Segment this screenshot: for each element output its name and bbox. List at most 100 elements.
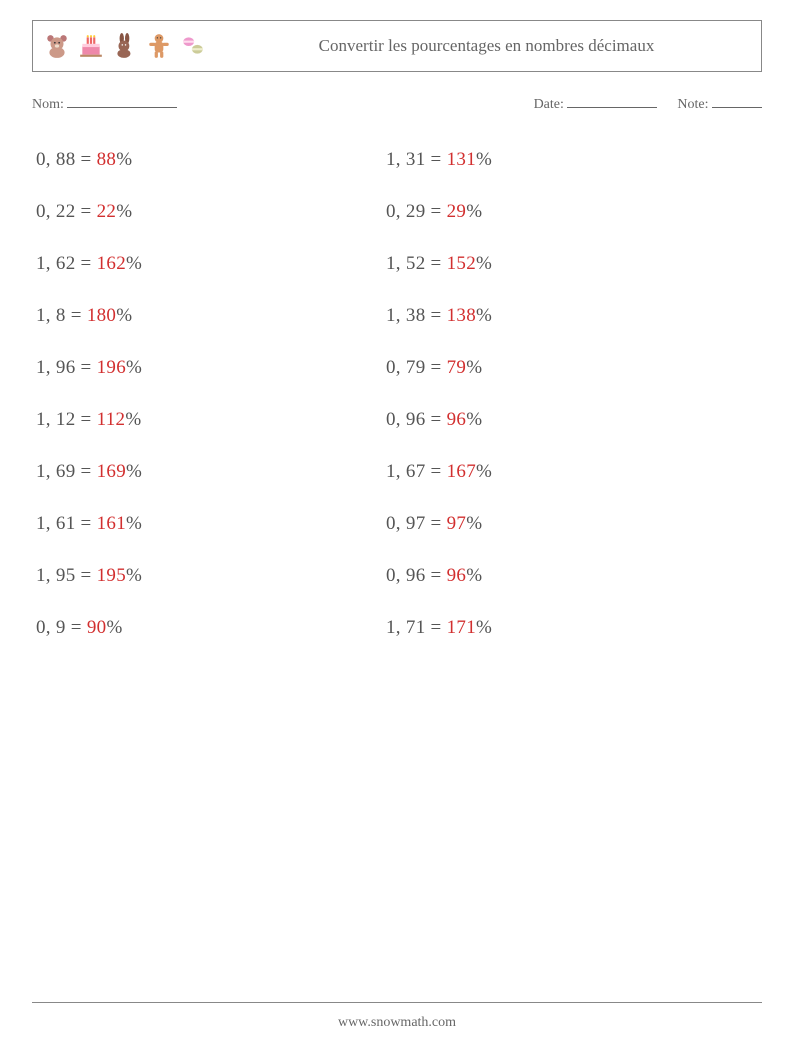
problem-answer: 22: [97, 201, 117, 222]
header-icons: [43, 32, 207, 60]
problem-item: 1, 31 = 131%: [386, 149, 706, 171]
percent-sign: %: [476, 149, 492, 170]
problem-decimal: 1, 69 =: [36, 461, 97, 482]
problem-answer: 171: [447, 617, 476, 638]
percent-sign: %: [476, 461, 492, 482]
gingerbread-icon: [145, 32, 173, 60]
problem-answer: 138: [447, 305, 476, 326]
percent-sign: %: [126, 357, 142, 378]
problem-answer: 97: [447, 513, 467, 534]
birthday-cake-icon: [77, 32, 105, 60]
teddy-bear-icon: [43, 32, 71, 60]
problem-decimal: 0, 96 =: [386, 409, 447, 430]
problem-answer: 169: [97, 461, 126, 482]
percent-sign: %: [126, 513, 142, 534]
problem-decimal: 1, 52 =: [386, 253, 447, 274]
name-blank: [67, 94, 177, 108]
percent-sign: %: [116, 201, 132, 222]
problems-grid: 0, 88 = 88%1, 31 = 131%0, 22 = 22%0, 29 …: [32, 149, 762, 639]
title-wrap: Convertir les pourcentages en nombres dé…: [207, 36, 751, 56]
name-label: Nom:: [32, 97, 64, 112]
problem-item: 0, 88 = 88%: [36, 149, 356, 171]
percent-sign: %: [476, 305, 492, 326]
name-field: Nom:: [32, 94, 534, 113]
problem-answer: 88: [97, 149, 117, 170]
problem-decimal: 0, 88 =: [36, 149, 97, 170]
percent-sign: %: [116, 305, 132, 326]
problem-answer: 152: [447, 253, 476, 274]
worksheet-title: Convertir les pourcentages en nombres dé…: [237, 36, 736, 56]
problem-item: 1, 67 = 167%: [386, 461, 706, 483]
problem-decimal: 0, 9 =: [36, 617, 87, 638]
percent-sign: %: [466, 357, 482, 378]
problem-item: 1, 96 = 196%: [36, 357, 356, 379]
problem-answer: 112: [97, 409, 126, 430]
problem-decimal: 1, 61 =: [36, 513, 97, 534]
meta-row: Nom: Date: Note:: [32, 94, 762, 113]
problem-decimal: 0, 22 =: [36, 201, 97, 222]
problem-item: 1, 38 = 138%: [386, 305, 706, 327]
problem-answer: 96: [447, 409, 467, 430]
date-blank: [567, 94, 657, 108]
problem-answer: 161: [97, 513, 126, 534]
problem-decimal: 0, 97 =: [386, 513, 447, 534]
problem-item: 0, 29 = 29%: [386, 201, 706, 223]
problem-item: 0, 79 = 79%: [386, 357, 706, 379]
problem-answer: 90: [87, 617, 107, 638]
problem-answer: 131: [447, 149, 476, 170]
percent-sign: %: [126, 253, 142, 274]
problem-answer: 167: [447, 461, 476, 482]
problem-item: 1, 12 = 112%: [36, 409, 356, 431]
note-blank: [712, 94, 762, 108]
problem-decimal: 0, 79 =: [386, 357, 447, 378]
problem-decimal: 1, 96 =: [36, 357, 97, 378]
percent-sign: %: [476, 617, 492, 638]
percent-sign: %: [126, 461, 142, 482]
macarons-icon: [179, 32, 207, 60]
note-label: Note:: [677, 97, 708, 112]
percent-sign: %: [126, 565, 142, 586]
problem-item: 0, 22 = 22%: [36, 201, 356, 223]
percent-sign: %: [476, 253, 492, 274]
problem-decimal: 1, 95 =: [36, 565, 97, 586]
problem-decimal: 1, 62 =: [36, 253, 97, 274]
problem-item: 1, 62 = 162%: [36, 253, 356, 275]
footer-url: www.snowmath.com: [0, 1015, 794, 1031]
problem-item: 0, 9 = 90%: [36, 617, 356, 639]
note-field: Note:: [677, 94, 762, 113]
percent-sign: %: [106, 617, 122, 638]
problem-item: 1, 61 = 161%: [36, 513, 356, 535]
problem-item: 1, 69 = 169%: [36, 461, 356, 483]
percent-sign: %: [466, 565, 482, 586]
problem-decimal: 1, 67 =: [386, 461, 447, 482]
problem-item: 0, 97 = 97%: [386, 513, 706, 535]
problem-item: 0, 96 = 96%: [386, 409, 706, 431]
problem-decimal: 0, 29 =: [386, 201, 447, 222]
problem-answer: 29: [447, 201, 467, 222]
header-box: Convertir les pourcentages en nombres dé…: [32, 20, 762, 72]
problem-answer: 195: [97, 565, 126, 586]
problem-decimal: 1, 12 =: [36, 409, 97, 430]
problem-answer: 196: [97, 357, 126, 378]
problem-decimal: 1, 8 =: [36, 305, 87, 326]
problem-item: 1, 71 = 171%: [386, 617, 706, 639]
percent-sign: %: [466, 513, 482, 534]
footer-divider: [32, 1002, 762, 1003]
problem-decimal: 1, 71 =: [386, 617, 447, 638]
date-label: Date:: [534, 97, 564, 112]
percent-sign: %: [466, 409, 482, 430]
problem-answer: 96: [447, 565, 467, 586]
problem-answer: 162: [97, 253, 126, 274]
problem-answer: 79: [447, 357, 467, 378]
problem-answer: 180: [87, 305, 116, 326]
problem-item: 0, 96 = 96%: [386, 565, 706, 587]
problem-item: 1, 95 = 195%: [36, 565, 356, 587]
chocolate-bunny-icon: [111, 32, 139, 60]
problem-item: 1, 52 = 152%: [386, 253, 706, 275]
date-field: Date:: [534, 94, 658, 113]
percent-sign: %: [125, 409, 141, 430]
problem-decimal: 0, 96 =: [386, 565, 447, 586]
problem-decimal: 1, 38 =: [386, 305, 447, 326]
problem-item: 1, 8 = 180%: [36, 305, 356, 327]
problem-decimal: 1, 31 =: [386, 149, 447, 170]
